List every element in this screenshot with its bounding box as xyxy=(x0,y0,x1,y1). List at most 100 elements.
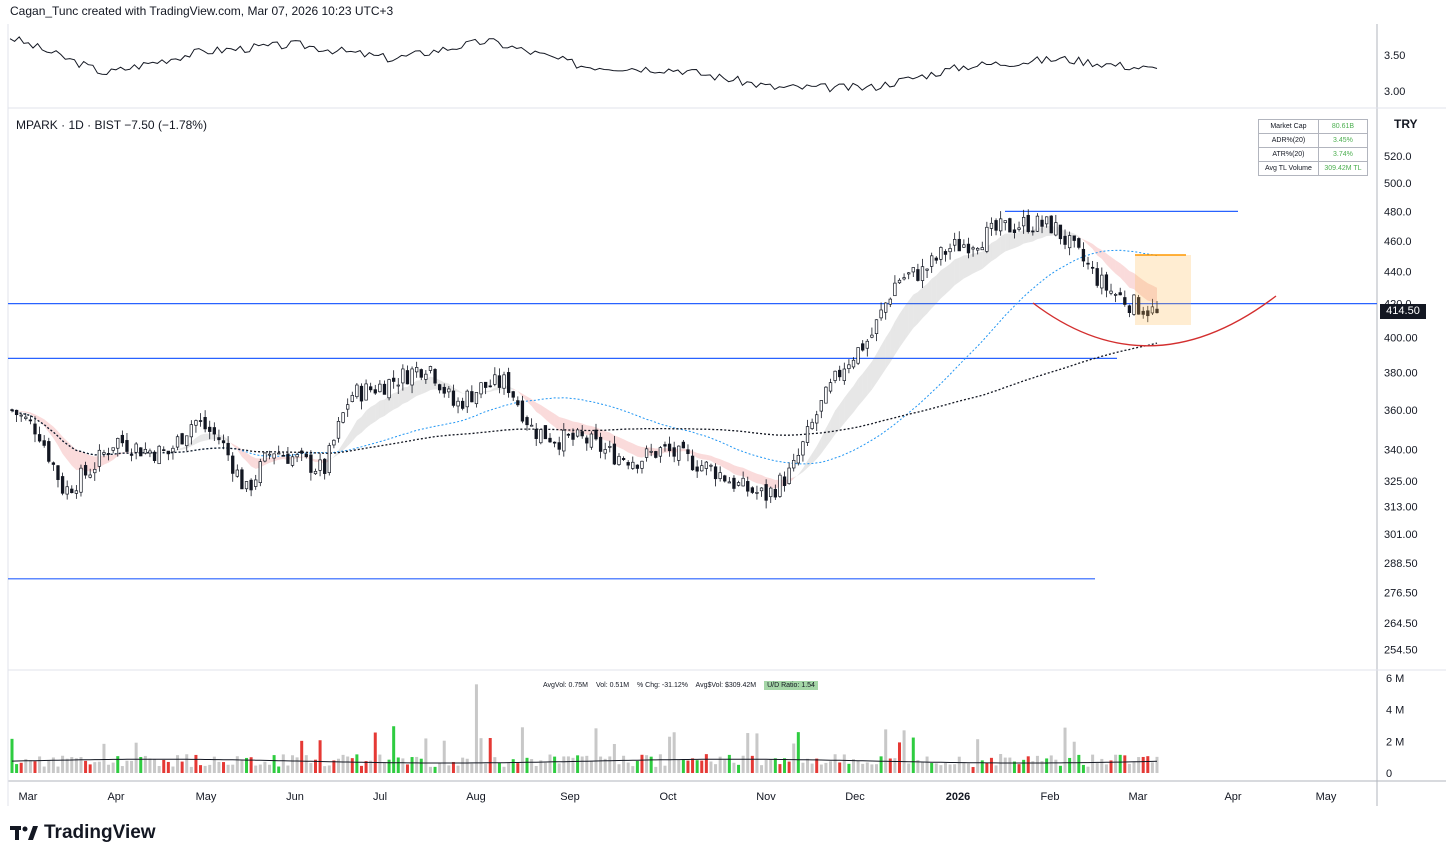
volume-bar xyxy=(61,755,65,773)
candle-body xyxy=(778,474,782,497)
volume-bar xyxy=(428,766,432,773)
volume-bar xyxy=(649,756,653,773)
symbol-legend[interactable]: MPARK · 1D · BIST −7.50 (−1.78%) xyxy=(16,118,207,132)
volume-bar xyxy=(994,765,998,773)
volume-bar xyxy=(829,761,833,773)
ma-band-segment xyxy=(908,294,914,335)
volume-bar xyxy=(957,756,961,773)
candle-body xyxy=(833,370,837,381)
volume-bar xyxy=(571,757,575,773)
volume-bar xyxy=(387,759,391,773)
candle-body xyxy=(28,419,33,422)
stat-label: Avg TL Volume xyxy=(1258,161,1319,176)
volume-bar xyxy=(107,764,111,773)
volume: Vol: 0.51M xyxy=(595,682,630,689)
volume-bar xyxy=(208,764,212,773)
ma-band-segment xyxy=(720,459,725,469)
price-tick-label: 254.50 xyxy=(1384,645,1418,657)
candle-body xyxy=(300,450,304,454)
volume-bar xyxy=(695,760,699,773)
volume-bar xyxy=(691,758,695,773)
volume-bar xyxy=(562,756,566,773)
tradingview-logo[interactable]: TradingView xyxy=(10,822,156,844)
candle-body xyxy=(465,390,469,408)
ma-band-segment xyxy=(421,378,426,395)
candle-body xyxy=(1067,235,1072,249)
candle-body xyxy=(277,452,281,455)
candle-body xyxy=(1095,268,1099,286)
volume-bar xyxy=(502,766,506,773)
candle-body xyxy=(700,465,704,472)
avg-volume: AvgVol: 0.75M xyxy=(543,682,589,689)
candle-body xyxy=(10,409,14,411)
volume-bar xyxy=(199,765,203,773)
candle-body xyxy=(373,389,377,394)
volume-bar xyxy=(254,765,258,773)
volume-bar xyxy=(783,758,787,773)
ma-band-segment xyxy=(1143,280,1148,301)
candle-body xyxy=(529,424,534,427)
candle-body xyxy=(474,392,479,405)
candle-body xyxy=(198,420,203,422)
volume-bar xyxy=(746,733,750,773)
ma-band-segment xyxy=(536,402,541,415)
candle-body xyxy=(782,476,787,486)
cup-arc-curve xyxy=(1032,295,1277,347)
price-tick-label: 460.0 xyxy=(1384,236,1412,248)
volume-bar xyxy=(861,763,865,773)
candle-body xyxy=(139,447,143,457)
volume-bar xyxy=(750,755,754,773)
ma-band-segment xyxy=(1120,263,1125,283)
volume-bar xyxy=(755,733,759,773)
volume-bar xyxy=(980,760,984,773)
volume-bar xyxy=(249,757,253,773)
candle-body xyxy=(819,400,823,412)
time-tick-label: Mar xyxy=(1129,791,1148,803)
volume-bar xyxy=(93,762,97,773)
candle-body xyxy=(180,433,184,445)
ud-ratio-badge: U/D Ratio: 1.54 xyxy=(764,681,818,690)
volume-bar xyxy=(920,762,924,773)
candle-body xyxy=(930,255,934,267)
volume-bar xyxy=(907,763,911,773)
volume-bar xyxy=(369,760,373,773)
volume-bar xyxy=(97,761,101,773)
volume-bar xyxy=(792,743,796,773)
candle-body xyxy=(148,450,152,454)
volume-bar xyxy=(723,759,727,773)
candle-body xyxy=(695,466,699,472)
candle-body xyxy=(438,384,442,391)
candle-body xyxy=(1090,266,1095,269)
price-tick-label: 325.00 xyxy=(1384,476,1418,488)
volume-bar xyxy=(511,759,515,773)
candle-body xyxy=(736,482,741,486)
volume-bar xyxy=(1035,755,1039,773)
price-tick-label: 301.00 xyxy=(1384,529,1418,541)
candle-body xyxy=(346,404,350,410)
candle-body xyxy=(1063,235,1067,245)
volume-bar xyxy=(291,755,295,773)
volume-bar xyxy=(1058,765,1062,773)
currency-label[interactable]: TRY xyxy=(1394,117,1418,131)
volume-bar xyxy=(488,738,492,773)
candle-body xyxy=(1086,262,1090,265)
candle-body xyxy=(460,400,465,409)
volume-bar xyxy=(1026,756,1030,773)
candle-body xyxy=(893,282,897,297)
candle-body xyxy=(861,343,865,351)
candle-body xyxy=(359,385,364,402)
volume-bar xyxy=(194,754,198,773)
volume-bar xyxy=(1150,762,1154,773)
ma-band-segment xyxy=(876,345,882,383)
ma-band-segment xyxy=(71,445,77,471)
volume-bar xyxy=(580,756,584,773)
ma-band-segment xyxy=(848,385,854,418)
candle-body xyxy=(966,243,971,254)
candle-body xyxy=(874,319,879,334)
ma-band-segment xyxy=(278,456,284,460)
volume-bar xyxy=(1091,754,1095,773)
volume-bar xyxy=(419,758,423,773)
ma-band-segment xyxy=(485,390,491,393)
volume-bar xyxy=(1123,755,1127,773)
candle-body xyxy=(971,247,975,250)
